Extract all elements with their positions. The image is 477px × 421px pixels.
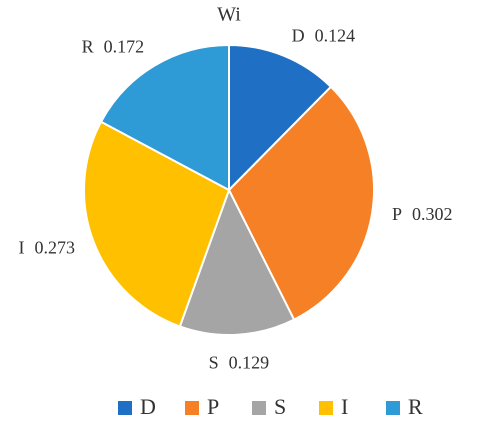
legend-label: S [274, 394, 286, 419]
pie-slice [228, 43, 333, 193]
chart-title: Wi [217, 4, 241, 26]
legend-swatch [319, 401, 333, 415]
data-label: R 0.172 [82, 37, 145, 57]
pie-slice [83, 120, 231, 328]
data-label-category: R [82, 37, 94, 57]
pie-slice [178, 187, 296, 336]
legend-swatch [118, 401, 132, 415]
data-label-value: 0.129 [229, 353, 270, 373]
data-label-category: S [209, 353, 219, 373]
legend-label: D [140, 394, 156, 419]
legend-swatch [252, 401, 266, 415]
legend-swatch [185, 401, 199, 415]
pie-slice [99, 43, 230, 192]
legend-label: R [408, 394, 423, 419]
data-label-category: I [19, 237, 25, 257]
data-label-category: D [292, 25, 305, 45]
data-label-value: 0.172 [104, 37, 145, 57]
legend-label: I [341, 394, 348, 419]
data-label-value: 0.124 [315, 25, 356, 45]
data-label: S 0.129 [209, 353, 270, 373]
legend-swatch [386, 401, 400, 415]
data-label: I 0.273 [19, 237, 76, 257]
data-label-category: P [392, 204, 402, 224]
data-label: D 0.124 [292, 25, 356, 45]
data-label-value: 0.302 [412, 204, 453, 224]
legend-label: P [207, 394, 219, 419]
data-label: P 0.302 [392, 204, 453, 224]
data-label-value: 0.273 [35, 237, 76, 257]
